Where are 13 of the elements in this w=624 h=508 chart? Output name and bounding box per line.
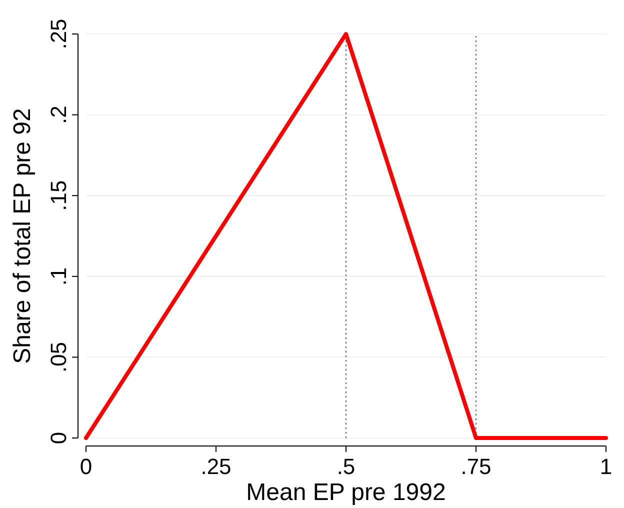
y-tick-label: .2	[46, 106, 71, 124]
y-tick-label: .25	[46, 18, 71, 50]
y-axis-title: Share of total EP pre 92	[9, 108, 36, 364]
x-axis-title: Mean EP pre 1992	[246, 479, 446, 506]
y-tick-label: .15	[46, 180, 71, 211]
x-tick-label: 0	[80, 454, 92, 479]
x-tick-label: .25	[200, 454, 232, 479]
y-tick-label: .05	[46, 342, 71, 372]
y-tick-label: .1	[46, 267, 71, 286]
x-tick-label: .75	[460, 454, 492, 479]
y-tick-label: 0	[46, 432, 71, 444]
x-tick-label: .5	[336, 454, 356, 479]
x-tick-label: 1	[600, 454, 612, 479]
